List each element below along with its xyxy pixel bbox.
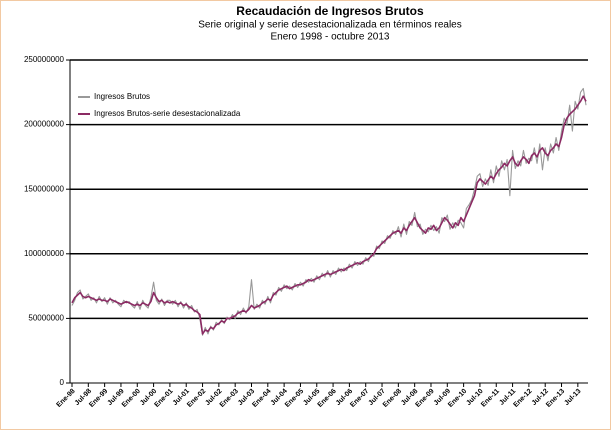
y-tick-label: 150000000 <box>24 184 65 193</box>
y-tick-label: 0 <box>60 378 65 387</box>
chart-subtitle: Serie original y serie desestacionalizad… <box>198 20 461 31</box>
series-line <box>71 95 587 335</box>
chart-title: Recaudación de Ingresos Brutos <box>236 4 424 18</box>
y-tick-label: 50000000 <box>28 314 64 323</box>
y-tick-label: 100000000 <box>24 249 65 258</box>
legend-label: Ingresos Brutos-serie desestacionalizada <box>94 109 241 118</box>
y-tick-label: 250000000 <box>24 55 65 64</box>
y-tick-label: 200000000 <box>24 120 65 129</box>
legend-label: Ingresos Brutos <box>94 92 150 101</box>
chart-subtitle: Enero 1998 - octubre 2013 <box>271 32 390 43</box>
